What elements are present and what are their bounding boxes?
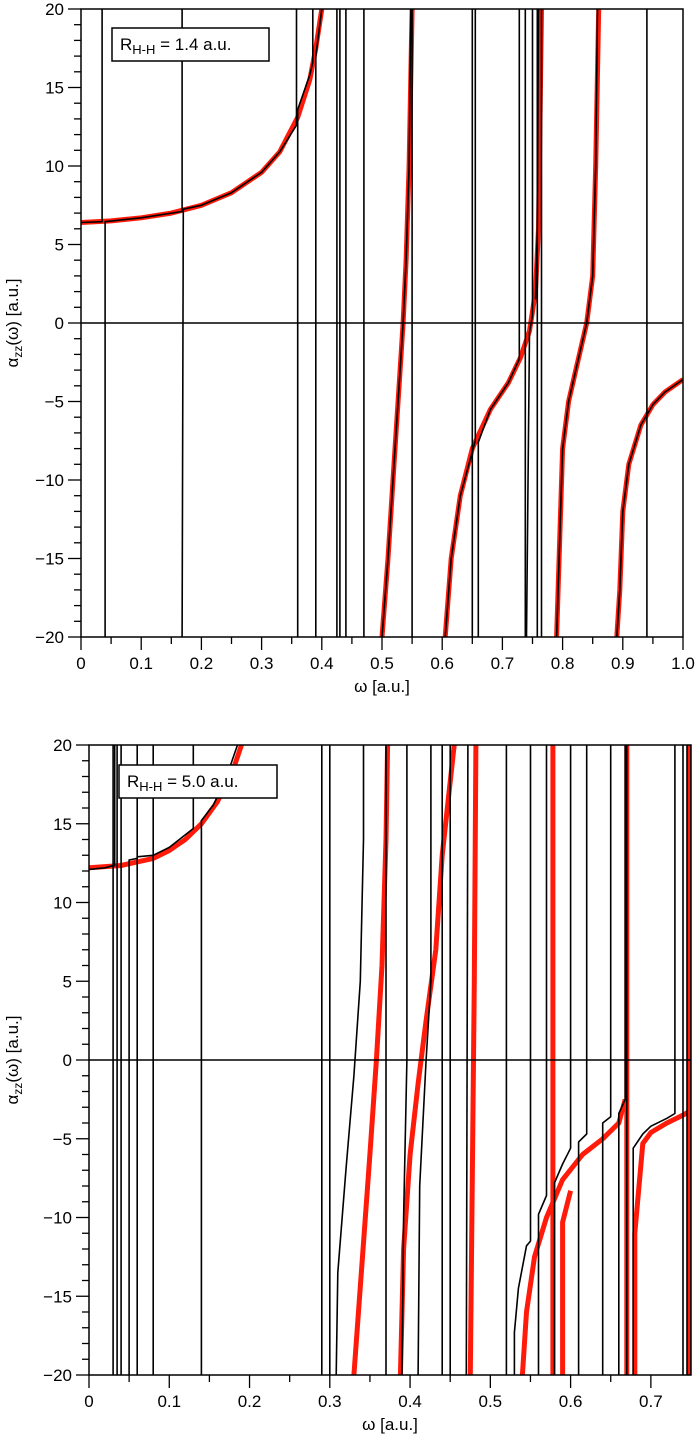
y-axis-title-sub: zz bbox=[11, 1083, 25, 1095]
annotation-box-bottom: RH-H = 5.0 a.u. bbox=[118, 764, 278, 799]
y-tick-label: −5 bbox=[53, 1130, 72, 1149]
x-tick-label: 0 bbox=[76, 654, 85, 673]
approx-curve bbox=[555, 9, 599, 637]
approx-curve bbox=[537, 745, 548, 1375]
exact-curve bbox=[519, 1098, 628, 1375]
x-tick-label: 0.4 bbox=[398, 1392, 422, 1411]
y-axis-title-main: α bbox=[3, 1094, 22, 1104]
y-tick-label: −20 bbox=[43, 1366, 72, 1385]
axes-layer-top: −20 −15 −10 −5 0 5 10 15 20 0 0.1 0.2 0.3 0.4 0.5 0.6 0.… bbox=[35, 0, 695, 673]
annotation-sub: H-H bbox=[132, 42, 155, 57]
x-tick-label: 0.5 bbox=[479, 1392, 503, 1411]
annotation-text: RH-H = 1.4 a.u. bbox=[120, 35, 231, 57]
approx-curve bbox=[616, 378, 683, 637]
approx-curve bbox=[401, 745, 408, 1375]
approx-curve bbox=[477, 9, 521, 637]
x-tick-label: 1.0 bbox=[671, 654, 695, 673]
y-axis-title-sub: zz bbox=[11, 346, 25, 358]
x-tick-label: 0.8 bbox=[551, 654, 575, 673]
y-tick-label: 0 bbox=[55, 314, 64, 333]
x-tick-label: 0.7 bbox=[639, 1392, 663, 1411]
y-tick-label: 20 bbox=[45, 0, 64, 19]
approx-curve bbox=[296, 9, 314, 637]
exact-curve bbox=[614, 377, 683, 637]
y-tick-label: 0 bbox=[63, 1051, 72, 1070]
y-tick-label: −20 bbox=[35, 628, 64, 647]
approx-curve bbox=[381, 9, 412, 637]
x-tick-label: 0.2 bbox=[190, 654, 214, 673]
exact-curve bbox=[560, 1190, 574, 1375]
approx-curve bbox=[315, 9, 323, 637]
annotation-rest: = 5.0 a.u. bbox=[162, 772, 238, 791]
approx-curve bbox=[152, 745, 195, 1375]
x-tick-label: 0.6 bbox=[559, 1392, 583, 1411]
x-tick-label: 0.9 bbox=[611, 654, 635, 673]
exact-curve bbox=[397, 745, 457, 1375]
y-axis-title-rest: (ω) [a.u.] bbox=[3, 1016, 22, 1083]
approx-curve bbox=[601, 745, 612, 1375]
y-tick-label: 15 bbox=[45, 79, 64, 98]
annotation-text: RH-H = 5.0 a.u. bbox=[127, 772, 238, 794]
x-tick-label: 0.1 bbox=[157, 1392, 181, 1411]
approx-curve bbox=[81, 9, 103, 224]
approx-curve bbox=[525, 9, 534, 637]
approx-curve bbox=[444, 9, 477, 637]
annotation-sub: H-H bbox=[139, 779, 162, 794]
y-tick-label: 20 bbox=[53, 736, 72, 755]
x-tick-label: 0.1 bbox=[129, 654, 153, 673]
x-tick-label: 0.6 bbox=[430, 654, 454, 673]
y-tick-label: −15 bbox=[35, 550, 64, 569]
approx-curve bbox=[104, 9, 183, 637]
x-tick-label: 0.5 bbox=[370, 654, 394, 673]
x-tick-label: 0.2 bbox=[238, 1392, 262, 1411]
axes-layer-bottom: −20 −15 −10 −5 0 5 10 15 20 0 0.1 0.2 0.3 0.4 0.5 0.6 0.… bbox=[43, 736, 692, 1411]
annotation-main: R bbox=[127, 772, 139, 791]
annotation-rest: = 1.4 a.u. bbox=[155, 35, 231, 54]
y-tick-label: 15 bbox=[53, 815, 72, 834]
x-tick-label: 0.4 bbox=[310, 654, 334, 673]
approx-curve bbox=[618, 745, 626, 1375]
chart-panel-top: −20 −15 −10 −5 0 5 10 15 20 0 0.1 0.2 0.3 0.4 0.5 0.6 0.… bbox=[3, 0, 695, 696]
approx-curve bbox=[577, 745, 588, 1375]
approx-curve bbox=[534, 9, 540, 300]
y-tick-label: −5 bbox=[45, 393, 64, 412]
annotation-main: R bbox=[120, 35, 132, 54]
approx-curve bbox=[136, 745, 154, 1375]
x-tick-label: 0 bbox=[84, 1392, 93, 1411]
x-tick-label: 0.7 bbox=[491, 654, 515, 673]
x-tick-label: 0.3 bbox=[318, 1392, 342, 1411]
y-tick-label: 10 bbox=[53, 894, 72, 913]
approx-curve bbox=[181, 9, 298, 637]
y-axis-title-rest: (ω) [a.u.] bbox=[3, 279, 22, 346]
annotation-box-top: RH-H = 1.4 a.u. bbox=[111, 27, 270, 62]
y-axis-title-main: α bbox=[3, 357, 22, 367]
y-tick-label: −10 bbox=[35, 471, 64, 490]
approx-curve bbox=[417, 745, 432, 1375]
chart-panel-bottom: −20 −15 −10 −5 0 5 10 15 20 0 0.1 0.2 0.3 0.4 0.5 0.6 0.… bbox=[3, 736, 692, 1434]
approx-curve bbox=[112, 745, 116, 1375]
x-axis-title: ω [a.u.] bbox=[354, 677, 410, 696]
y-tick-label: −15 bbox=[43, 1287, 72, 1306]
approx-curve bbox=[128, 745, 138, 1375]
annotation-frame bbox=[111, 27, 270, 62]
y-tick-label: 10 bbox=[45, 157, 64, 176]
approx-curve bbox=[513, 745, 532, 1375]
approx-curve bbox=[553, 745, 572, 1375]
approx-curve bbox=[89, 745, 114, 871]
y-axis-title: αzz(ω) [a.u.] bbox=[3, 1016, 25, 1105]
x-tick-label: 0.3 bbox=[250, 654, 274, 673]
y-tick-label: −10 bbox=[43, 1209, 72, 1228]
y-tick-label: 5 bbox=[55, 236, 64, 255]
approx-curve bbox=[632, 745, 676, 1375]
x-axis-title: ω [a.u.] bbox=[362, 1415, 418, 1434]
approx-curve bbox=[335, 745, 365, 1375]
annotation-frame bbox=[118, 764, 278, 799]
y-tick-label: 5 bbox=[63, 972, 72, 991]
y-axis-title: αzz(ω) [a.u.] bbox=[3, 279, 25, 368]
